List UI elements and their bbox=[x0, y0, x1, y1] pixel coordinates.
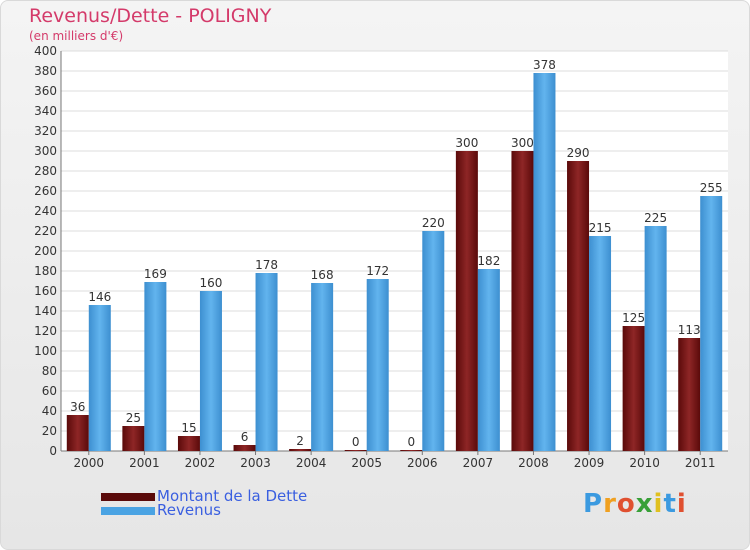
y-tick-label: 340 bbox=[34, 104, 57, 118]
value-label-debt: 0 bbox=[352, 435, 360, 449]
value-label-debt: 25 bbox=[126, 411, 141, 425]
x-tick-label: 2001 bbox=[129, 456, 160, 470]
bar-debt bbox=[400, 450, 423, 451]
y-tick-label: 60 bbox=[42, 384, 57, 398]
bar-revenue bbox=[199, 291, 222, 451]
logo-letter: t bbox=[663, 489, 677, 519]
value-label-revenue: 172 bbox=[366, 264, 389, 278]
logo-letter: o bbox=[616, 489, 636, 519]
value-label-revenue: 220 bbox=[422, 216, 445, 230]
bar-revenue bbox=[311, 283, 334, 451]
value-label-revenue: 146 bbox=[88, 290, 111, 304]
x-tick-label: 2011 bbox=[685, 456, 716, 470]
legend-item-revenue: Revenus bbox=[101, 501, 221, 519]
bar-revenue bbox=[88, 305, 111, 451]
value-label-revenue: 182 bbox=[477, 254, 500, 268]
logo-letter: i bbox=[653, 489, 664, 519]
bar-debt bbox=[289, 449, 312, 451]
y-tick-label: 100 bbox=[34, 344, 57, 358]
bar-debt bbox=[177, 436, 200, 451]
value-label-revenue: 169 bbox=[144, 267, 167, 281]
logo-letter: P bbox=[583, 489, 604, 519]
bar-revenue bbox=[144, 282, 167, 451]
x-tick-label: 2000 bbox=[74, 456, 105, 470]
y-tick-label: 380 bbox=[34, 64, 57, 78]
legend-swatch-debt bbox=[101, 492, 155, 501]
x-tick-label: 2010 bbox=[629, 456, 660, 470]
bar-debt bbox=[567, 161, 590, 451]
bar-debt bbox=[344, 450, 367, 451]
x-tick-label: 2008 bbox=[518, 456, 549, 470]
bar-revenue bbox=[255, 273, 278, 451]
value-label-revenue: 168 bbox=[311, 268, 334, 282]
legend-label-revenue: Revenus bbox=[157, 501, 221, 519]
bar-revenue bbox=[422, 231, 445, 451]
value-label-revenue: 225 bbox=[644, 211, 667, 225]
value-label-debt: 6 bbox=[241, 430, 249, 444]
value-label-debt: 2 bbox=[296, 434, 304, 448]
y-tick-label: 80 bbox=[42, 364, 57, 378]
bar-revenue bbox=[366, 279, 389, 451]
bar-debt bbox=[233, 445, 256, 451]
value-label-debt: 15 bbox=[181, 421, 196, 435]
bar-revenue bbox=[533, 73, 556, 451]
value-label-revenue: 378 bbox=[533, 58, 556, 72]
y-tick-label: 120 bbox=[34, 324, 57, 338]
value-label-debt: 36 bbox=[70, 400, 85, 414]
value-label-debt: 125 bbox=[622, 311, 645, 325]
bar-debt bbox=[678, 338, 701, 451]
value-label-revenue: 215 bbox=[589, 221, 612, 235]
y-tick-label: 200 bbox=[34, 244, 57, 258]
bar-debt bbox=[122, 426, 145, 451]
logo-letter: x bbox=[635, 489, 654, 519]
value-label-debt: 300 bbox=[511, 136, 534, 150]
y-tick-label: 140 bbox=[34, 304, 57, 318]
chart-subtitle: (en milliers d'€) bbox=[29, 29, 124, 43]
value-label-debt: 113 bbox=[678, 323, 701, 337]
value-label-debt: 0 bbox=[407, 435, 415, 449]
y-tick-label: 0 bbox=[49, 444, 57, 458]
bar-revenue bbox=[700, 196, 723, 451]
x-tick-label: 2009 bbox=[574, 456, 605, 470]
value-label-revenue: 255 bbox=[700, 181, 723, 195]
logo-letter: i bbox=[676, 489, 687, 519]
x-tick-label: 2003 bbox=[240, 456, 271, 470]
y-tick-label: 220 bbox=[34, 224, 57, 238]
x-tick-label: 2004 bbox=[296, 456, 327, 470]
value-label-revenue: 178 bbox=[255, 258, 278, 272]
bar-debt bbox=[511, 151, 534, 451]
value-label-debt: 290 bbox=[567, 146, 590, 160]
y-tick-label: 360 bbox=[34, 84, 57, 98]
bar-revenue bbox=[477, 269, 500, 451]
y-tick-label: 400 bbox=[34, 44, 57, 58]
y-tick-label: 180 bbox=[34, 264, 57, 278]
value-label-revenue: 160 bbox=[200, 276, 223, 290]
bar-debt bbox=[455, 151, 478, 451]
y-tick-label: 300 bbox=[34, 144, 57, 158]
bar-revenue bbox=[644, 226, 667, 451]
value-label-debt: 300 bbox=[455, 136, 478, 150]
y-tick-label: 20 bbox=[42, 424, 57, 438]
y-tick-label: 160 bbox=[34, 284, 57, 298]
y-tick-label: 240 bbox=[34, 204, 57, 218]
x-tick-label: 2006 bbox=[407, 456, 438, 470]
logo-letter: r bbox=[603, 489, 617, 519]
y-tick-label: 260 bbox=[34, 184, 57, 198]
chart-title: Revenus/Dette - POLIGNY bbox=[29, 5, 272, 27]
bar-debt bbox=[66, 415, 89, 451]
y-tick-label: 320 bbox=[34, 124, 57, 138]
legend-item-debt: Montant de la Dette bbox=[101, 487, 307, 505]
x-tick-label: 2007 bbox=[463, 456, 494, 470]
x-tick-label: 2005 bbox=[351, 456, 382, 470]
bar-chart: 0204060801001201401601802002202402602803… bbox=[34, 44, 728, 470]
y-tick-label: 40 bbox=[42, 404, 57, 418]
x-tick-label: 2002 bbox=[185, 456, 216, 470]
bar-revenue bbox=[589, 236, 612, 451]
y-tick-label: 280 bbox=[34, 164, 57, 178]
legend-label-debt: Montant de la Dette bbox=[157, 487, 308, 505]
bar-debt bbox=[622, 326, 645, 451]
legend-swatch-revenue bbox=[101, 506, 155, 515]
proxiti-logo: Proxiti bbox=[583, 489, 687, 519]
